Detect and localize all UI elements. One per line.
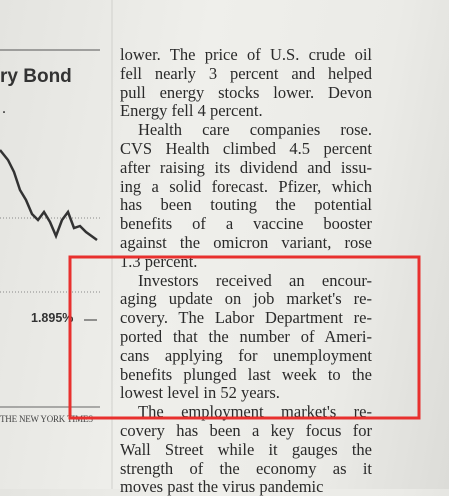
chart-line: [0, 149, 98, 242]
text-line: moves past the virus pandemic: [120, 477, 324, 496]
text-line: strength of the economy as it: [120, 458, 372, 478]
text-line: Health care companies rose.: [138, 120, 372, 140]
text-line: covery has been a key focus for: [120, 421, 372, 440]
credit: THE NEW YORK TIMES: [0, 414, 93, 424]
chart-label: 1.895%: [31, 311, 74, 325]
text-line: ing a solid forecast. Pfizer, which: [120, 176, 372, 196]
text-line: ported that the number of Ameri-: [120, 327, 372, 346]
text-line: has been touting the potential: [120, 195, 372, 215]
text-line: pull energy stocks lower. Devon: [120, 82, 372, 102]
dot: .: [2, 100, 6, 117]
text-line: 1.3 percent.: [120, 251, 198, 271]
text-line: after raising its dividend and issu-: [120, 157, 372, 177]
text-line: aging update on job market's re-: [120, 289, 372, 309]
text-line: CVS Health climbed 4.5 percent: [120, 139, 372, 158]
text-line: covery. The Labor Department re-: [120, 308, 372, 328]
text-line: against the omicron variant, rose: [120, 233, 372, 252]
text-line: fell nearly 3 percent and helped: [120, 63, 372, 83]
text-line: benefits of a vaccine booster: [120, 214, 372, 234]
text-line: cans applying for unemployment: [120, 345, 372, 365]
text-line: benefits plunged last week to the: [120, 364, 372, 384]
text-line: Wall Street while it gauges the: [120, 439, 372, 459]
text-line: Investors received an encour-: [138, 270, 372, 290]
heading: ry Bond: [0, 66, 72, 87]
text-line: lowest level in 52 years.: [120, 383, 280, 403]
text-line: Energy fell 4 percent.: [120, 101, 263, 121]
text-line: The employment market's re-: [138, 402, 372, 422]
text-line: lower. The price of U.S. crude oil: [120, 45, 372, 64]
